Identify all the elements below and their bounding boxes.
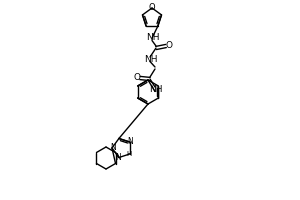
Text: NH: NH <box>149 84 163 94</box>
Text: NH: NH <box>144 54 158 64</box>
Text: O: O <box>134 73 140 82</box>
Text: N: N <box>115 153 121 162</box>
Text: O: O <box>149 3 155 12</box>
Text: N: N <box>127 137 133 146</box>
Text: O: O <box>166 42 172 50</box>
Text: NH: NH <box>146 33 160 43</box>
Text: H: H <box>127 151 132 157</box>
Text: N: N <box>110 142 116 152</box>
